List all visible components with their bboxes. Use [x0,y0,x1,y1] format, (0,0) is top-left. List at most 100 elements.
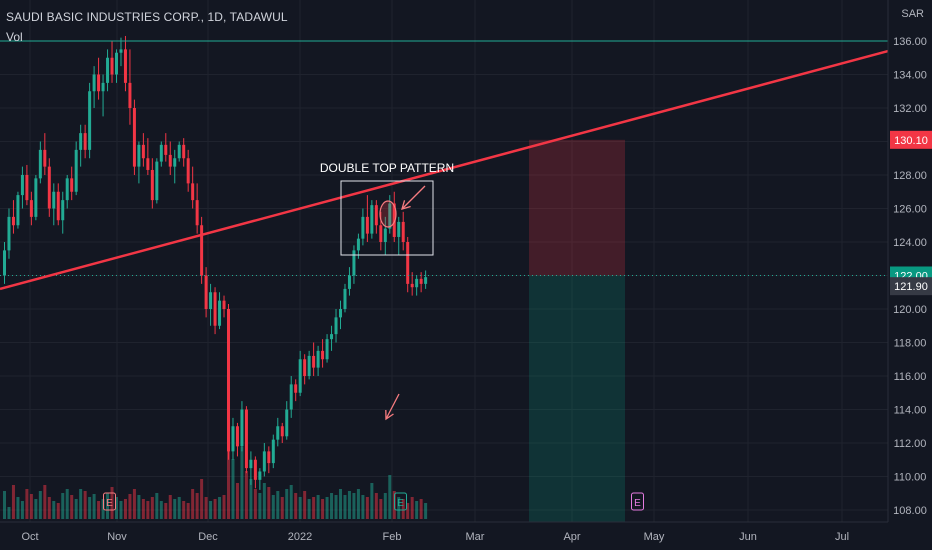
candle-body [258,471,262,480]
candle-body [343,288,347,309]
candle-body [186,158,190,184]
volume-bar [159,501,163,519]
volume-bar [406,503,410,519]
volume-bar [61,493,65,519]
candle-body [392,203,396,237]
volume-bar [79,489,83,519]
volume-bar [200,479,204,519]
volume-bar [204,497,208,519]
volume-bar [164,503,168,519]
volume-bar [123,499,127,519]
candle-body [16,195,20,226]
volume-bar [56,503,60,519]
candle-body [424,277,428,284]
candle-body [150,169,154,201]
candle-body [191,183,195,201]
candle-body [352,250,356,276]
volume-bars [3,419,428,519]
stop-zone [529,139,625,276]
volume-bar [321,499,325,519]
volume-bar [132,489,136,519]
time-tick: Oct [21,531,38,543]
candle-body [361,216,365,239]
price-badge [890,130,932,149]
volume-bar [213,499,217,519]
volume-bar [294,493,298,519]
volume-bar [182,501,186,519]
event-marker [394,492,407,511]
volume-bar [370,483,374,519]
volume-bar [209,501,213,519]
candle-body [20,175,24,196]
volume-bar [101,499,105,519]
candle-body [168,154,172,167]
volume-bar [128,494,132,519]
candle-body [155,161,159,201]
volume-bar [29,494,33,519]
volume-bar [155,493,159,519]
volume-bar [258,493,262,519]
symbol-title[interactable]: SAUDI BASIC INDUSTRIES CORP., 1D, TADAWU… [6,10,288,24]
volume-bar [325,497,329,519]
price-tick: 110.00 [894,472,927,484]
candle-body [316,350,320,368]
volume-bar [356,489,360,519]
candle-body [401,221,405,242]
volume-bar [361,495,365,519]
volume-bar [65,489,69,519]
candle-body [240,409,244,447]
position-zones [529,139,625,522]
trendline [0,49,889,291]
volume-bar [347,491,351,519]
volume-bar [289,485,293,519]
volume-bar [285,489,289,519]
volume-bar [70,495,74,519]
volume-bar [34,499,38,519]
volume-bar [150,497,154,519]
event-label: E [634,498,641,509]
volume-bar [424,503,428,519]
price-tick: 116.00 [894,371,927,383]
pattern-box [340,180,434,256]
volume-bar [271,495,275,519]
volume-bar [52,501,56,519]
candle-body [3,250,6,276]
time-tick: Feb [383,531,402,543]
volume-bar [249,479,253,519]
time-tick: Mar [466,531,485,543]
volume-bar [352,493,356,519]
volume-bar [11,485,15,519]
time-tick: 2022 [288,531,312,543]
price-tick: 108.00 [893,505,927,517]
candle-body [321,350,325,360]
price-tick: 128.00 [893,170,927,182]
price-tick: 120.00 [893,304,927,316]
volume-bar [222,495,226,519]
volume-bar [410,497,414,519]
candle-body [56,191,60,221]
volume-bar [47,497,51,519]
candle-body [137,144,141,167]
currency-label: SAR [901,8,924,20]
candle-body [334,317,338,335]
candle-body [307,355,311,376]
candle-body [209,292,213,309]
candle-body [339,309,342,318]
volume-bar [16,497,20,519]
volume-bar [419,499,423,519]
volume-bar [231,459,235,519]
volume-bar [119,501,123,519]
volume-legend[interactable]: Vol [6,30,23,44]
candle-body [312,355,316,368]
candle-body [303,359,307,376]
volume-bar [3,491,6,519]
candle-body [83,133,87,150]
price-badge [890,277,932,296]
volume-bar [146,501,150,519]
candle-body [244,409,248,469]
volume-bar [168,495,172,519]
volume-bar [97,501,101,519]
volume-bar [312,497,316,519]
candle-body [79,133,83,150]
